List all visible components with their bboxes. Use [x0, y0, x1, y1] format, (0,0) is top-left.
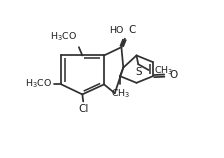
Text: CH$_3$: CH$_3$	[111, 88, 130, 100]
Text: O: O	[169, 70, 178, 80]
Text: Cl: Cl	[78, 104, 89, 114]
Text: C: C	[129, 25, 136, 35]
Text: H$_3$CO: H$_3$CO	[25, 78, 52, 90]
Text: H$_3$CO: H$_3$CO	[50, 31, 78, 43]
Text: HO: HO	[109, 26, 123, 35]
Text: S: S	[135, 67, 142, 77]
Text: CH$_3$: CH$_3$	[153, 64, 173, 76]
